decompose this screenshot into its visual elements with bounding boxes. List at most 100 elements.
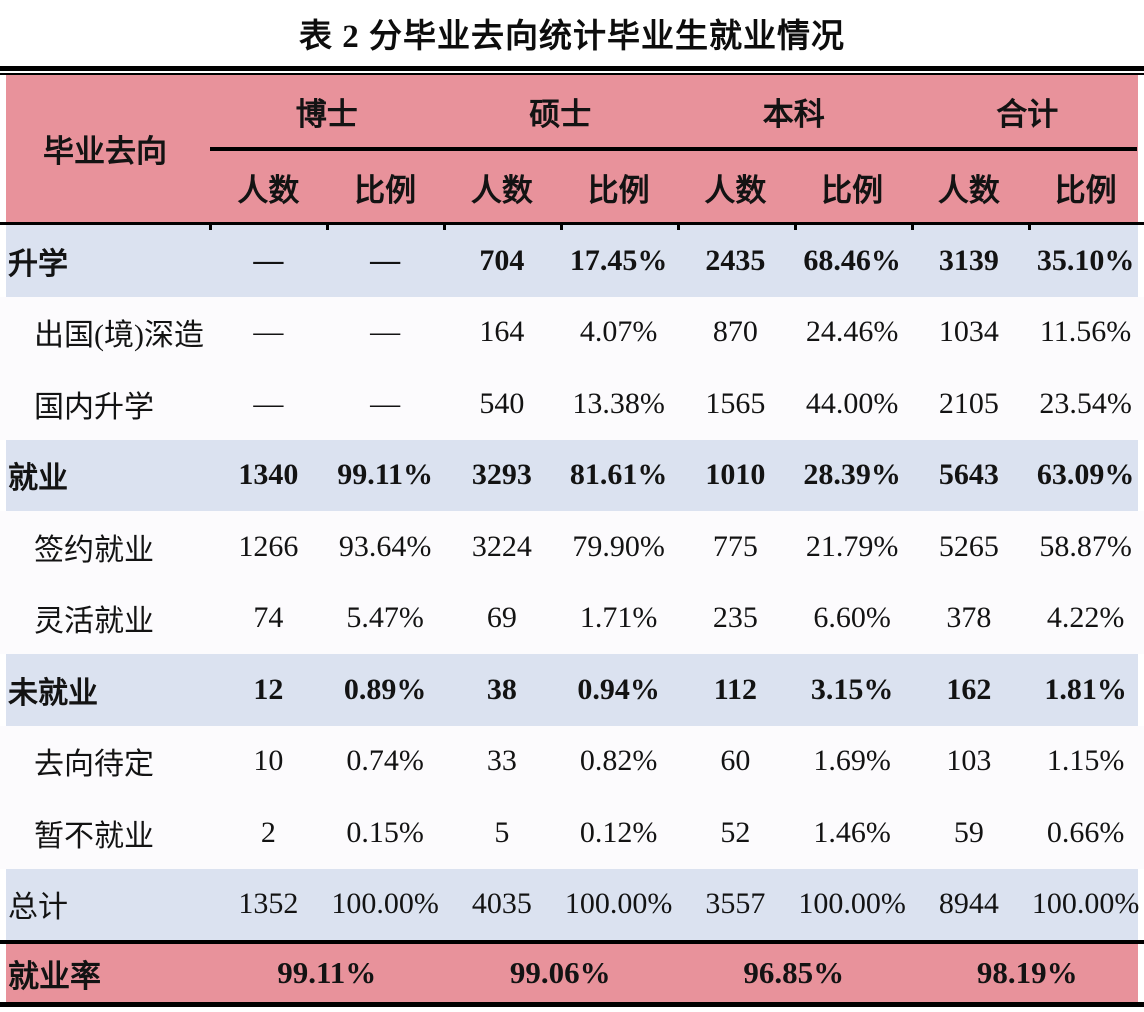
row-label: 签约就业 bbox=[34, 533, 154, 567]
column-tick bbox=[560, 225, 563, 230]
column-header: 人数 bbox=[470, 172, 533, 208]
table-title: 表 2 分毕业去向统计毕业生就业情况 bbox=[299, 19, 845, 55]
cell-value: 1565 bbox=[705, 386, 766, 420]
table-body: 升学 — — 704 17.45% 2435 68.46% 3139 35.10… bbox=[0, 225, 1144, 940]
header-group-total: 合计 bbox=[996, 97, 1059, 132]
table-row: 国内升学 — — 540 13.38% 1565 44.00% 2105 23.… bbox=[0, 368, 1144, 440]
cell-value: 100.00% bbox=[798, 887, 906, 921]
cell-value: 3224 bbox=[471, 529, 532, 563]
header-group-underline bbox=[210, 147, 1137, 151]
cell-value: 3293 bbox=[471, 458, 532, 492]
cell-value: 164 bbox=[479, 315, 525, 349]
column-header: 比例 bbox=[1054, 172, 1117, 208]
cell-value: — bbox=[370, 243, 401, 277]
cell-value: 69 bbox=[486, 601, 517, 635]
employment-rate-master: 99.06% bbox=[509, 955, 611, 990]
column-header: 比例 bbox=[821, 172, 884, 208]
cell-value: 17.45% bbox=[569, 243, 668, 277]
cell-value: 4035 bbox=[471, 887, 532, 921]
cell-value: 0.74% bbox=[346, 744, 424, 778]
cell-value: 13.38% bbox=[572, 386, 665, 420]
header-group-doctoral: 博士 bbox=[295, 97, 358, 132]
cell-value: 1.71% bbox=[579, 601, 658, 635]
cell-value: 4.22% bbox=[1046, 601, 1125, 635]
cell-value: 0.12% bbox=[579, 815, 658, 849]
row-label: 未就业 bbox=[8, 676, 98, 710]
cell-value: 52 bbox=[720, 815, 751, 849]
column-tick bbox=[677, 225, 680, 230]
cell-value: 5.47% bbox=[346, 601, 424, 635]
cell-value: 24.46% bbox=[805, 315, 899, 349]
employment-rate-total: 98.19% bbox=[976, 955, 1078, 990]
cell-value: 103 bbox=[946, 744, 992, 778]
cell-value: 10 bbox=[253, 744, 284, 778]
cell-value: 1034 bbox=[938, 315, 999, 349]
row-label: 升学 bbox=[8, 247, 68, 281]
table-row: 出国(境)深造 — — 164 4.07% 870 24.46% 1034 11… bbox=[0, 296, 1144, 368]
cell-value: — bbox=[253, 243, 284, 277]
cell-value: 1.69% bbox=[813, 744, 891, 778]
employment-rate-doctoral: 99.11% bbox=[277, 955, 377, 990]
header-group-master: 硕士 bbox=[529, 97, 592, 132]
cell-value: 162 bbox=[946, 672, 992, 706]
cell-value: 79.90% bbox=[572, 529, 665, 563]
cell-value: 1.15% bbox=[1046, 744, 1125, 778]
bottom-rule bbox=[0, 1002, 1144, 1007]
table-row: 签约就业 1266 93.64% 3224 79.90% 775 21.79% … bbox=[0, 511, 1144, 583]
cell-value: 100.00% bbox=[331, 887, 439, 921]
cell-value: 28.39% bbox=[803, 458, 901, 492]
cell-value: 378 bbox=[946, 601, 992, 635]
cell-value: 0.15% bbox=[346, 815, 424, 849]
cell-value: — bbox=[370, 315, 401, 349]
cell-value: 8944 bbox=[938, 887, 999, 921]
cell-value: 1266 bbox=[238, 529, 299, 563]
cell-value: 0.82% bbox=[579, 744, 658, 778]
cell-value: 0.94% bbox=[577, 672, 660, 706]
cell-value: 33 bbox=[486, 744, 517, 778]
cell-value: 23.54% bbox=[1039, 386, 1132, 420]
cell-value: — bbox=[370, 386, 401, 420]
cell-value: 2 bbox=[260, 815, 276, 849]
table-row: 去向待定 10 0.74% 33 0.82% 60 1.69% 103 1.15… bbox=[0, 725, 1144, 797]
cell-value: 540 bbox=[479, 386, 525, 420]
cell-value: 21.79% bbox=[805, 529, 899, 563]
row-label: 暂不就业 bbox=[34, 819, 154, 853]
column-tick bbox=[209, 225, 212, 230]
column-header: 比例 bbox=[587, 172, 650, 208]
cell-value: 60 bbox=[720, 744, 751, 778]
cell-value: 0.66% bbox=[1046, 815, 1125, 849]
cell-value: 4.07% bbox=[579, 315, 658, 349]
column-tick bbox=[1028, 225, 1031, 230]
row-label: 国内升学 bbox=[34, 390, 154, 424]
cell-value: 68.46% bbox=[803, 243, 901, 277]
cell-value: 1010 bbox=[705, 458, 766, 492]
row-label: 就业 bbox=[8, 462, 68, 496]
table-row: 总计 1352 100.00% 4035 100.00% 3557 100.00… bbox=[0, 868, 1144, 940]
cell-value: 5 bbox=[494, 815, 510, 849]
row-label: 总计 bbox=[8, 891, 68, 925]
column-header: 人数 bbox=[937, 172, 1000, 208]
top-double-rule bbox=[0, 66, 1144, 75]
cell-value: — bbox=[253, 315, 284, 349]
cell-value: 235 bbox=[712, 601, 758, 635]
table-row: 灵活就业 74 5.47% 69 1.71% 235 6.60% 378 4.2… bbox=[0, 582, 1144, 654]
cell-value: — bbox=[253, 386, 284, 420]
cell-value: 93.64% bbox=[338, 529, 432, 563]
cell-value: 100.00% bbox=[1031, 887, 1140, 921]
table-header: 毕业去向 博士 硕士 本科 合计 人数 比例 人数 比例 人数 比例 人数 比例 bbox=[0, 75, 1144, 222]
cell-value: 100.00% bbox=[564, 887, 673, 921]
column-tick bbox=[326, 225, 329, 230]
cell-value: 38 bbox=[486, 672, 517, 706]
cell-value: 3557 bbox=[705, 887, 766, 921]
cell-value: 870 bbox=[712, 315, 758, 349]
cell-value: 2435 bbox=[705, 243, 766, 277]
cell-value: 1.81% bbox=[1044, 672, 1127, 706]
column-tick bbox=[794, 225, 797, 230]
cell-value: 11.56% bbox=[1039, 315, 1132, 349]
header-destination: 毕业去向 bbox=[43, 134, 167, 169]
cell-value: 74 bbox=[253, 601, 284, 635]
cell-value: 3.15% bbox=[810, 672, 894, 706]
cell-value: 3139 bbox=[938, 243, 999, 277]
cell-value: 81.61% bbox=[569, 458, 668, 492]
